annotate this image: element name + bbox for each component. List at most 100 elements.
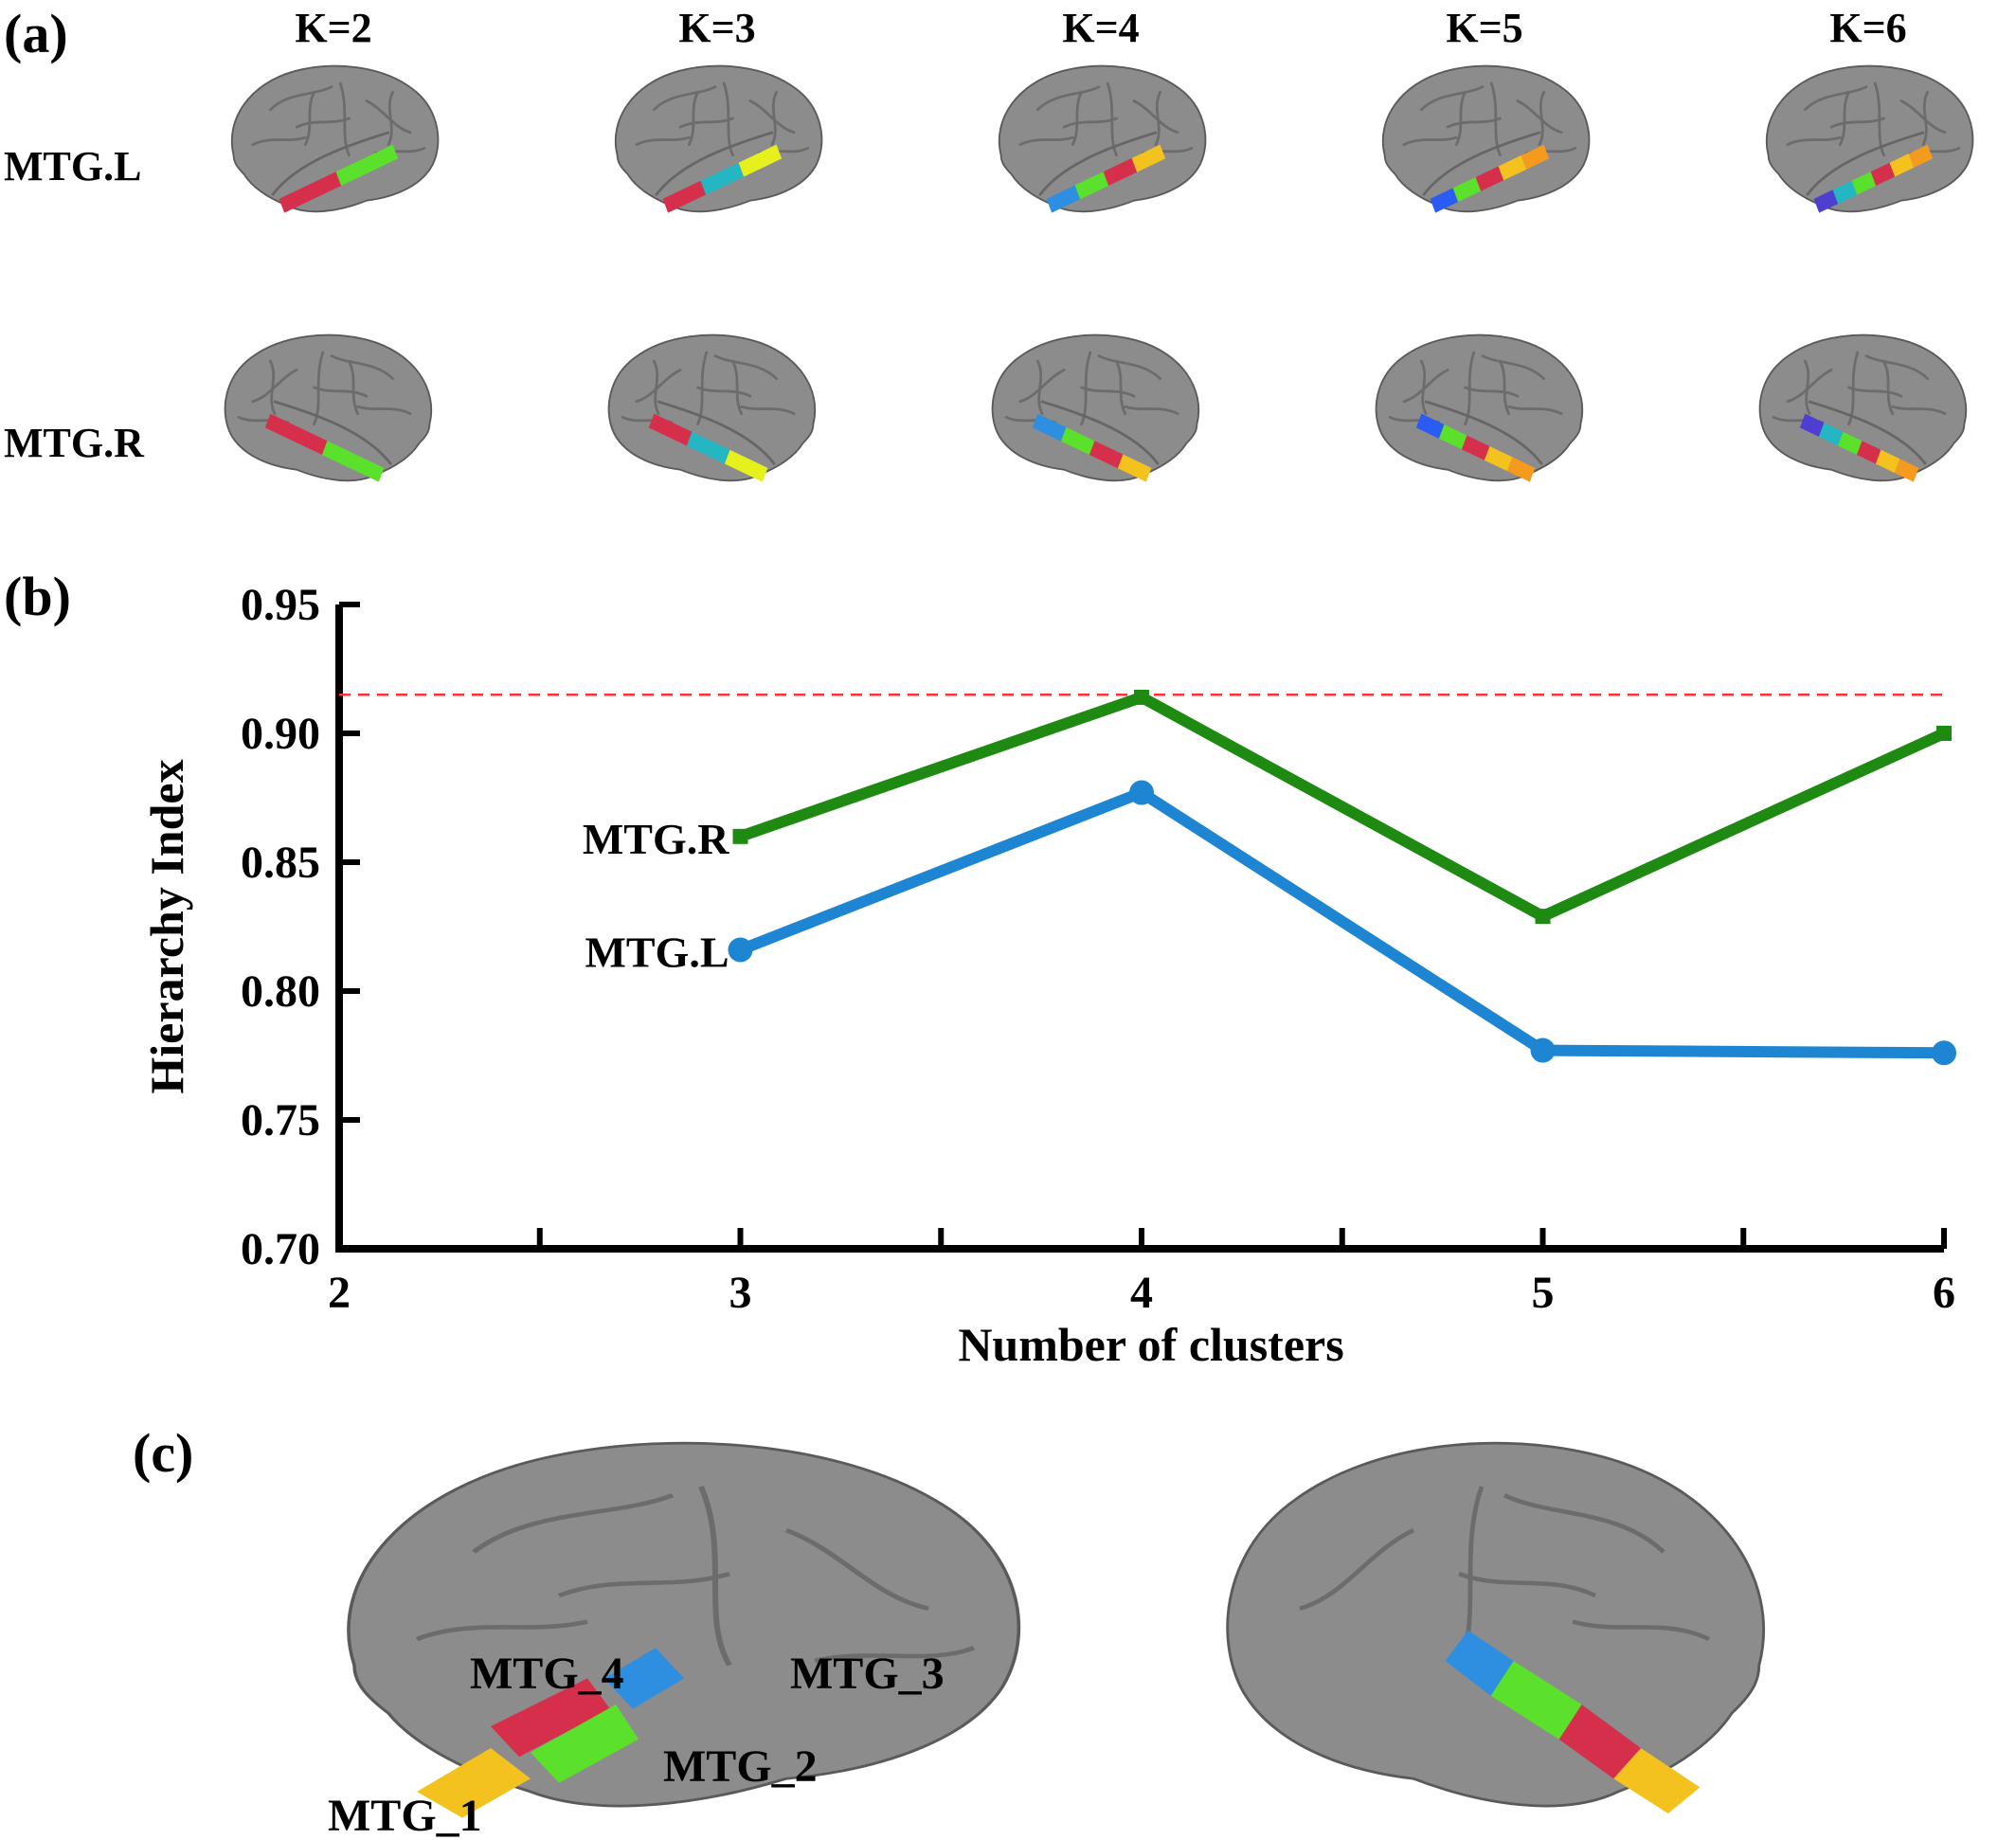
sylvian-fissure (1422, 131, 1541, 196)
brain-drawing (1375, 334, 1584, 482)
brain-sulcus (1899, 99, 1947, 135)
brain-sulcus (1402, 135, 1458, 146)
brain-left-2 (218, 55, 445, 230)
mtg-subregion (1131, 144, 1166, 172)
panel-a-label: (a) (4, 3, 68, 64)
row-label-mtg-r: MTG.R (4, 420, 144, 466)
brain-left-4 (985, 55, 1213, 230)
brain-surface (1381, 64, 1591, 213)
brain-sulcus (1921, 90, 1929, 146)
brain-right-3 (602, 324, 829, 499)
series-line-MTG.L (738, 785, 1945, 1059)
sylvian-fissure (1806, 131, 1925, 196)
x-tick-label: 3 (729, 1268, 752, 1318)
x-tick-label: 2 (328, 1268, 351, 1318)
brain-sulcus (1299, 1527, 1415, 1612)
y-axis-label: Hierarchy Index (140, 759, 193, 1093)
k-label-4: K=4 (1062, 5, 1140, 51)
mtg-subregion (1415, 413, 1445, 439)
brain-sulcus (1420, 85, 1485, 112)
data-point (1535, 909, 1551, 925)
mtg-subregion (662, 180, 707, 213)
mtg-subregion (1889, 153, 1915, 177)
mtg-subregion (1521, 144, 1550, 170)
sylvian-fissure (1038, 131, 1158, 196)
brain-sulcus (1464, 351, 1476, 426)
data-point (728, 937, 753, 963)
brain-sulcus (1420, 359, 1428, 415)
brain-sulcus (1080, 386, 1136, 398)
data-point (1932, 1040, 1956, 1066)
series-label: MTG.L (585, 928, 729, 976)
brain-sulcus (678, 117, 734, 129)
mtg-subregion (686, 431, 730, 464)
region-mtg-1 (1613, 1748, 1701, 1813)
mtg-subregion (1818, 423, 1844, 446)
brain-c-left (347, 1441, 1021, 1818)
brain-sulcus (1481, 354, 1545, 381)
mtg-subregion (1813, 189, 1839, 213)
brain-sulcus (1464, 386, 1520, 398)
mtg-subregion (1046, 185, 1081, 213)
brain-drawing (224, 334, 433, 482)
brain-surface (1226, 1441, 1765, 1808)
mtg-subregion (1475, 166, 1504, 191)
data-point (732, 828, 748, 844)
mtg-subregion (1506, 457, 1536, 482)
mtg-subregion (1799, 413, 1825, 437)
brain-sulcus (1489, 81, 1502, 157)
region-mtg-2 (531, 1705, 639, 1783)
sylvian-fissure (1424, 400, 1543, 465)
series-label: MTG.R (583, 815, 729, 863)
brain-surface (224, 334, 433, 482)
brain-sulcus (251, 369, 298, 404)
sylvian-fissure (655, 131, 774, 196)
series-line-MTG.R (738, 691, 1947, 923)
brain-sulcus (1838, 90, 1850, 146)
brain-sulcus (1097, 354, 1161, 381)
region-mtg-3 (604, 1648, 684, 1709)
brain-sulcus (1891, 405, 1947, 415)
sylvian-fissure (1808, 400, 1927, 465)
k-label-6: K=6 (1829, 5, 1907, 51)
brain-sulcus (303, 90, 315, 146)
brain-sulcus (1036, 359, 1044, 415)
sylvian-fissure (273, 400, 392, 465)
brain-right-5 (1369, 324, 1596, 499)
brain-sulcus (251, 135, 307, 146)
brain-sulcus (1786, 135, 1842, 146)
brain-sulcus (731, 359, 744, 415)
brain-sulcus (269, 85, 333, 112)
brain-right-2 (218, 324, 445, 499)
brain-sulcus (387, 90, 394, 146)
mtg-subregion (648, 413, 693, 446)
sylvian-fissure (1040, 400, 1160, 465)
brain-drawing (998, 64, 1207, 213)
k-label-3: K=3 (678, 5, 756, 51)
brain-drawing (1765, 64, 1974, 213)
mtg-subregion (264, 413, 328, 455)
brain-sulcus (348, 359, 360, 415)
sylvian-fissure (271, 131, 390, 196)
brain-surface (614, 64, 823, 213)
mtg-subregion (1894, 459, 1919, 482)
mtg-subregion (1908, 144, 1934, 168)
mtg-subregion (724, 449, 768, 482)
brain-sulcus (330, 354, 394, 381)
x-tick-label: 6 (1933, 1268, 1955, 1318)
mtg-subregion (335, 144, 399, 186)
brain-sulcus (365, 99, 412, 135)
brain-sulcus (748, 99, 796, 135)
mtg-subregion (1430, 188, 1459, 213)
mtg-subregion (279, 171, 342, 213)
brain-surface (1758, 334, 1968, 482)
brain-sulcus (1018, 135, 1074, 146)
brain-sulcus (1538, 90, 1545, 146)
brain-sulcus (313, 386, 369, 398)
brain-drawing (614, 64, 823, 213)
mtg-subregion (700, 162, 745, 195)
brain-sulcus (784, 1527, 929, 1612)
brain-sulcus (814, 1646, 976, 1664)
mtg-subregion (1032, 413, 1067, 442)
y-tick-label: 0.70 (241, 1224, 320, 1274)
